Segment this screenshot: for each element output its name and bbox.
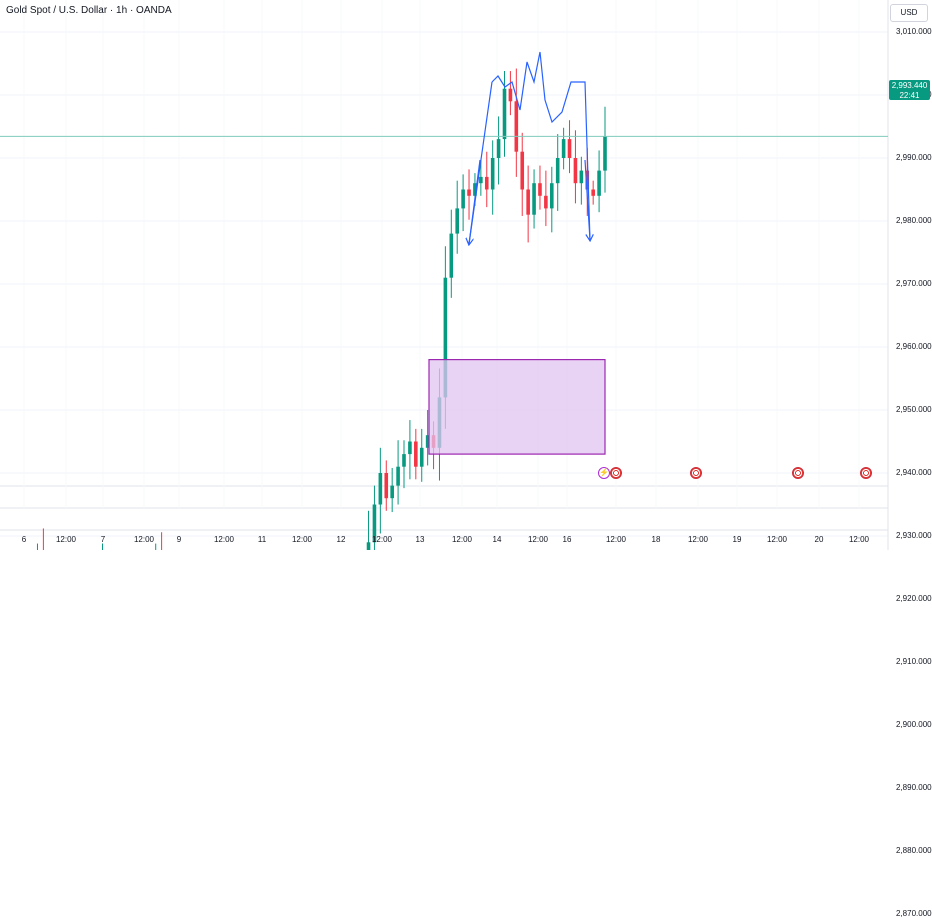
candle-body xyxy=(579,170,584,184)
price-tick-label: 2,870.000 xyxy=(896,909,932,918)
candle-body xyxy=(532,183,536,215)
candle-body xyxy=(378,473,383,505)
candlestick-series xyxy=(36,68,607,550)
candle-body xyxy=(526,189,530,215)
time-tick-label: 12:00 xyxy=(371,535,393,544)
candle-body xyxy=(549,183,554,209)
candle-body xyxy=(502,88,507,140)
time-tick-label: 7 xyxy=(100,535,106,544)
arrow-down-left xyxy=(469,159,481,244)
us-flag-icon[interactable] xyxy=(792,467,804,479)
time-tick-label: 11 xyxy=(257,535,267,544)
time-tick-label: 9 xyxy=(176,535,182,544)
price-tick-label: 2,940.000 xyxy=(896,468,932,477)
candle-body xyxy=(585,170,590,190)
price-tick-label: 2,990.000 xyxy=(896,153,932,162)
candle-body xyxy=(538,183,542,196)
price-tick-label: 2,890.000 xyxy=(896,783,932,792)
candle-body xyxy=(414,441,418,467)
candle-body xyxy=(455,208,460,234)
candle-body xyxy=(366,542,371,550)
price-tick-label: 2,980.000 xyxy=(896,216,932,225)
drawing-overlays xyxy=(0,51,888,455)
time-tick-label: 12:00 xyxy=(848,535,870,544)
candle-body xyxy=(484,176,489,190)
annotation-path xyxy=(468,51,591,245)
time-tick-label: 12:00 xyxy=(451,535,473,544)
time-tick-label: 13 xyxy=(415,535,425,544)
candle-body xyxy=(390,485,394,499)
candle-body xyxy=(561,139,566,158)
candle-body xyxy=(567,139,572,158)
candle-body xyxy=(490,158,495,190)
symbol-title[interactable]: Gold Spot / U.S. Dollar · 1h · OANDA xyxy=(6,5,172,16)
candle-body xyxy=(591,189,595,196)
candle-body xyxy=(597,170,601,196)
time-tick-label: 12:00 xyxy=(133,535,155,544)
candle-body xyxy=(372,504,377,543)
candle-body xyxy=(603,136,607,171)
candle-body xyxy=(443,277,448,398)
candle-body xyxy=(479,176,483,184)
bar-countdown: 22:41 xyxy=(899,91,920,100)
price-tick-label: 2,970.000 xyxy=(896,279,932,288)
time-tick-label: 12:00 xyxy=(213,535,235,544)
candle-body xyxy=(473,183,477,196)
currency-selector[interactable]: USD xyxy=(890,4,928,22)
us-flag-icon[interactable] xyxy=(610,467,622,479)
candle-body xyxy=(402,454,406,467)
time-tick-label: 6 xyxy=(21,535,27,544)
last-price-value: 2,993.440 xyxy=(891,81,928,90)
price-tick-label: 2,880.000 xyxy=(896,846,932,855)
candle-body xyxy=(396,466,400,486)
us-flag-icon[interactable] xyxy=(690,467,702,479)
candle-body xyxy=(544,195,548,209)
candle-body xyxy=(555,158,560,184)
time-tick-label: 14 xyxy=(492,535,502,544)
price-tick-label: 2,900.000 xyxy=(896,720,932,729)
price-tick-label: 2,920.000 xyxy=(896,594,932,603)
price-chart[interactable] xyxy=(0,0,932,550)
time-tick-label: 12:00 xyxy=(687,535,709,544)
candle-body xyxy=(573,158,578,184)
candle-body xyxy=(419,447,424,467)
price-tick-label: 2,950.000 xyxy=(896,405,932,414)
time-tick-label: 16 xyxy=(562,535,572,544)
lightning-icon[interactable]: ⚡ xyxy=(598,467,610,479)
time-tick-label: 12:00 xyxy=(291,535,313,544)
arrow-down-right xyxy=(584,159,590,240)
candle-body xyxy=(496,139,501,158)
time-tick-label: 12:00 xyxy=(605,535,627,544)
candle-body xyxy=(449,233,454,278)
time-tick-label: 12 xyxy=(336,535,346,544)
price-tick-label: 2,930.000 xyxy=(896,531,932,540)
time-tick-label: 18 xyxy=(651,535,661,544)
candle-body xyxy=(408,441,412,455)
candle-body xyxy=(461,189,465,209)
candle-body xyxy=(514,101,519,152)
us-flag-icon[interactable] xyxy=(860,467,872,479)
chart-grid xyxy=(0,0,889,550)
time-tick-label: 12:00 xyxy=(766,535,788,544)
candle-body xyxy=(520,151,525,190)
price-tick-label: 2,910.000 xyxy=(896,657,932,666)
candle-body xyxy=(467,189,471,196)
time-tick-label: 20 xyxy=(814,535,824,544)
time-tick-label: 19 xyxy=(732,535,742,544)
candle-body xyxy=(425,435,430,448)
time-tick-label: 12:00 xyxy=(55,535,77,544)
zone-rectangle xyxy=(428,359,606,455)
candle-body xyxy=(384,473,389,499)
candle-body xyxy=(508,88,513,102)
last-price-label: 2,993.440 22:41 xyxy=(889,80,930,100)
price-tick-label: 2,960.000 xyxy=(896,342,932,351)
time-tick-label: 12:00 xyxy=(527,535,549,544)
price-tick-label: 3,010.000 xyxy=(896,27,932,36)
